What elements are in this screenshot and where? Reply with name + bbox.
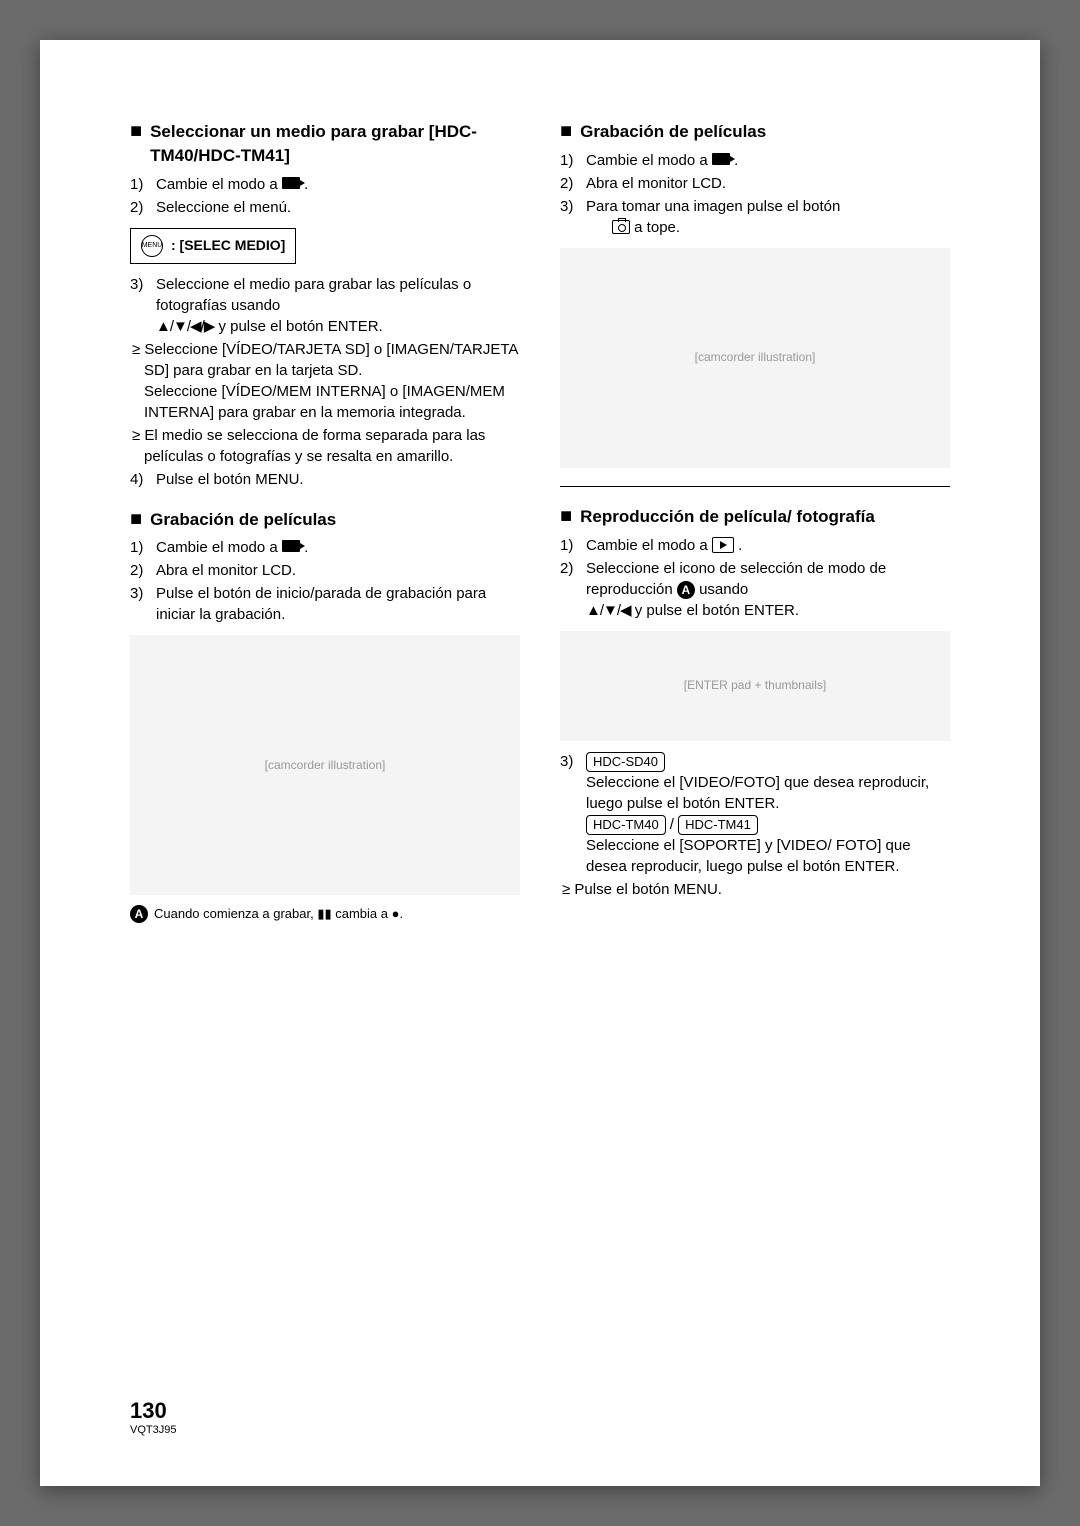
step-item: 1) Cambie el modo a .: [130, 537, 520, 558]
figure-enter-thumbnails: [ENTER pad + thumbnails]: [560, 631, 950, 741]
heading-text: Seleccionar un medio para grabar [HDC-TM…: [150, 120, 520, 168]
play-mode-icon: [712, 537, 734, 553]
heading-text: Grabación de películas: [150, 508, 336, 532]
step-number: 3): [130, 583, 156, 625]
caption-text: Cuando comienza a grabar, ▮▮ cambia a ●.: [154, 905, 403, 923]
left-column: ■ Seleccionar un medio para grabar [HDC-…: [130, 120, 520, 942]
step-text: Seleccione el menú.: [156, 197, 520, 218]
arrow-keys: ▲/▼/◀/▶: [156, 318, 214, 335]
menu-label: : [SELEC MEDIO]: [171, 236, 285, 256]
bullet-item: Pulse el botón MENU.: [560, 879, 950, 900]
step-number: 4): [130, 469, 156, 490]
model-badge: HDC-TM41: [678, 815, 758, 835]
photo-shutter-icon: [612, 220, 630, 234]
heading-playback: ■ Reproducción de película/ fotografía: [560, 505, 950, 529]
step-item: 3) Para tomar una imagen pulse el botón …: [560, 196, 950, 238]
step-number: 2): [560, 173, 586, 194]
step-text: Para tomar una imagen pulse el botón a t…: [586, 196, 950, 238]
right-column: ■ Grabación de películas 1) Cambie el mo…: [560, 120, 950, 942]
step-number: 3): [130, 274, 156, 337]
step-item: 3) HDC-SD40 Seleccione el [VIDEO/FOTO] q…: [560, 751, 950, 877]
heading-record-movies: ■ Grabación de películas: [560, 120, 950, 144]
step-text: Abra el monitor LCD.: [586, 173, 950, 194]
step-text: Cambie el modo a .: [586, 535, 950, 556]
step-item: 1) Cambie el modo a .: [560, 150, 950, 171]
step-text: Pulse el botón de inicio/parada de graba…: [156, 583, 520, 625]
step-item: 1) Cambie el modo a .: [130, 174, 520, 195]
step-number: 3): [560, 751, 586, 877]
steps-record-left: 1) Cambie el modo a . 2) Abra el monitor…: [130, 537, 520, 625]
step-number: 1): [130, 537, 156, 558]
model-badge: HDC-TM40: [586, 815, 666, 835]
heading-text: Grabación de películas: [580, 120, 766, 144]
separator-line: [560, 486, 950, 487]
steps-playback-3: 3) HDC-SD40 Seleccione el [VIDEO/FOTO] q…: [560, 751, 950, 877]
step-number: 2): [130, 197, 156, 218]
heading-select-media: ■ Seleccionar un medio para grabar [HDC-…: [130, 120, 520, 168]
page-footer: 130 VQT3J95: [130, 1398, 176, 1436]
heading-text: Reproducción de película/ fotografía: [580, 505, 875, 529]
step-text: HDC-SD40 Seleccione el [VIDEO/FOTO] que …: [586, 751, 950, 877]
steps-select-media-cont: 3) Seleccione el medio para grabar las p…: [130, 274, 520, 337]
section-record-movies-right: ■ Grabación de películas 1) Cambie el mo…: [560, 120, 950, 468]
step-text: Pulse el botón MENU.: [156, 469, 520, 490]
square-bullet-icon: ■: [130, 121, 142, 141]
step-number: 1): [130, 174, 156, 195]
two-column-layout: ■ Seleccionar un medio para grabar [HDC-…: [130, 120, 950, 942]
step-text: Seleccione el medio para grabar las pelí…: [156, 274, 520, 337]
step-number: 2): [130, 560, 156, 581]
menu-icon: MENU: [141, 235, 163, 257]
bullet-list: Seleccione [VÍDEO/TARJETA SD] o [IMAGEN/…: [130, 339, 520, 467]
step-item: 2) Abra el monitor LCD.: [130, 560, 520, 581]
figure-camcorder-record: [camcorder illustration]: [130, 635, 520, 895]
step-text: Seleccione el icono de selección de modo…: [586, 558, 950, 621]
arrow-keys: ▲/▼/◀: [586, 602, 631, 619]
square-bullet-icon: ■: [560, 121, 572, 141]
steps-select-media-4: 4) Pulse el botón MENU.: [130, 469, 520, 490]
square-bullet-icon: ■: [560, 506, 572, 526]
step-number: 3): [560, 196, 586, 238]
page-number: 130: [130, 1398, 176, 1424]
step-number: 1): [560, 150, 586, 171]
step-text: Abra el monitor LCD.: [156, 560, 520, 581]
steps-select-media: 1) Cambie el modo a . 2) Seleccione el m…: [130, 174, 520, 218]
section-playback: ■ Reproducción de película/ fotografía 1…: [560, 505, 950, 900]
movie-mode-icon: [282, 540, 300, 552]
movie-mode-icon: [712, 153, 730, 165]
step-item: 2) Seleccione el icono de selección de m…: [560, 558, 950, 621]
figure-caption: A Cuando comienza a grabar, ▮▮ cambia a …: [130, 905, 520, 923]
step-item: 2) Abra el monitor LCD.: [560, 173, 950, 194]
section-record-movies-left: ■ Grabación de películas 1) Cambie el mo…: [130, 508, 520, 924]
steps-record-right: 1) Cambie el modo a . 2) Abra el monitor…: [560, 150, 950, 238]
step-text: Cambie el modo a .: [586, 150, 950, 171]
step-item: 1) Cambie el modo a .: [560, 535, 950, 556]
step-item: 4) Pulse el botón MENU.: [130, 469, 520, 490]
step-number: 2): [560, 558, 586, 621]
step-item: 3) Seleccione el medio para grabar las p…: [130, 274, 520, 337]
bullet-item: El medio se selecciona de forma separada…: [130, 425, 520, 467]
menu-selec-medio-box: MENU : [SELEC MEDIO]: [130, 228, 296, 264]
model-badge: HDC-SD40: [586, 752, 665, 772]
step-item: 3) Pulse el botón de inicio/parada de gr…: [130, 583, 520, 625]
movie-mode-icon: [282, 177, 300, 189]
step-text-indent: a tope.: [586, 219, 680, 236]
heading-record-movies: ■ Grabación de películas: [130, 508, 520, 532]
label-a-icon: A: [677, 581, 695, 599]
step-number: 1): [560, 535, 586, 556]
bullet-list-last: Pulse el botón MENU.: [560, 879, 950, 900]
square-bullet-icon: ■: [130, 509, 142, 529]
bullet-item: Seleccione [VÍDEO/TARJETA SD] o [IMAGEN/…: [130, 339, 520, 423]
section-select-media: ■ Seleccionar un medio para grabar [HDC-…: [130, 120, 520, 490]
step-item: 2) Seleccione el menú.: [130, 197, 520, 218]
step-text: Cambie el modo a .: [156, 537, 520, 558]
step-text: Cambie el modo a .: [156, 174, 520, 195]
figure-camcorder-photo: [camcorder illustration]: [560, 248, 950, 468]
document-code: VQT3J95: [130, 1424, 176, 1436]
label-a-icon: A: [130, 905, 148, 923]
manual-page: ■ Seleccionar un medio para grabar [HDC-…: [40, 40, 1040, 1486]
steps-playback: 1) Cambie el modo a . 2) Seleccione el i…: [560, 535, 950, 621]
